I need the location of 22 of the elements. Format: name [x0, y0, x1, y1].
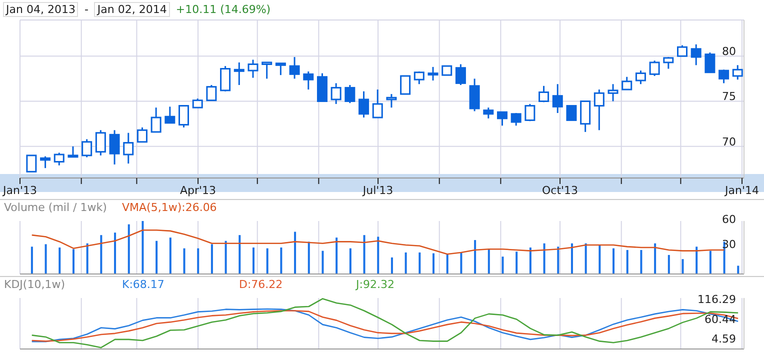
series-label: J:92.32	[356, 278, 394, 291]
y-tick-label: 75	[722, 90, 736, 104]
y-tick-label: 4.59	[712, 332, 736, 346]
text: Jan 04, 2013	[3, 2, 78, 16]
chart-title: KDJ(10,1w)	[4, 278, 65, 291]
x-tick-label: Oct'13	[542, 184, 578, 197]
chart-title: Volume (mil / 1wk)	[4, 201, 107, 214]
series-label: D:76.22	[239, 278, 283, 291]
text: K:68.17	[122, 278, 164, 291]
x-tick-label: Jul'13	[362, 184, 394, 197]
x-tick-label: Jan'13	[2, 184, 37, 197]
y-tick-label: 80	[722, 45, 736, 58]
y-tick-label: 60.44	[704, 312, 736, 326]
y-tick-label: 116.29	[698, 293, 736, 306]
x-tick-label: Apr'13	[180, 184, 216, 197]
y-tick-label: 60	[722, 213, 736, 226]
text: +10.11 (14.69%)	[176, 2, 271, 16]
text: VMA(5,1w):26.06	[122, 201, 217, 214]
y-tick-label: 70	[722, 135, 736, 148]
text: -	[84, 2, 88, 16]
text: Jan 02, 2014	[94, 2, 170, 16]
x-tick-label: Jan'14	[724, 184, 760, 197]
